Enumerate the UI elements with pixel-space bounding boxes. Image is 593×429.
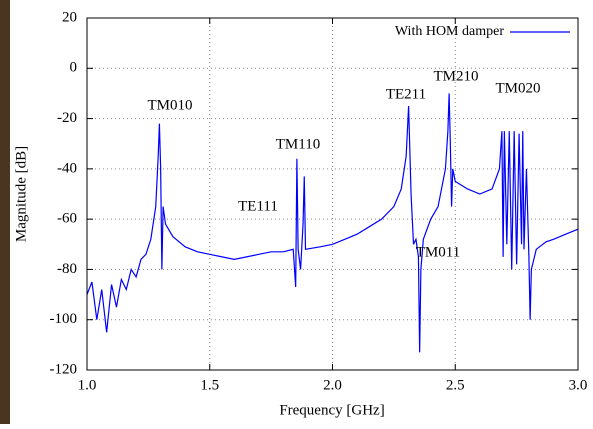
y-tick-label: -40: [57, 160, 77, 176]
legend-label: With HOM damper: [395, 24, 504, 39]
annotation: TM010: [148, 97, 193, 113]
data-line: [86, 93, 579, 353]
y-tick-label: -60: [57, 211, 77, 227]
y-axis-label: Magnitude [dB]: [13, 146, 29, 242]
annotation: TM110: [276, 136, 320, 152]
x-tick-label: 2.0: [323, 377, 342, 393]
annotation: TM020: [496, 80, 541, 96]
x-tick-label: 3.0: [569, 377, 588, 393]
annotation: TM011: [416, 244, 460, 260]
y-tick-label: -120: [50, 361, 78, 377]
plot-border: [86, 17, 579, 371]
photo-edge: [0, 0, 10, 424]
annotation: TM210: [434, 68, 479, 84]
annotation: TE111: [238, 198, 278, 214]
annotation: TE211: [386, 86, 426, 102]
x-tick-label: 1.5: [200, 377, 219, 393]
y-tick-label: -80: [57, 261, 77, 277]
x-tick-label: 1.0: [78, 377, 97, 393]
y-tick-label: 20: [62, 9, 77, 25]
y-tick-label: 0: [70, 60, 78, 76]
y-tick-label: -20: [57, 110, 77, 126]
x-tick-label: 2.5: [446, 377, 465, 393]
y-tick-label: -100: [50, 311, 78, 327]
x-axis-label: Frequency [GHz]: [279, 402, 384, 418]
